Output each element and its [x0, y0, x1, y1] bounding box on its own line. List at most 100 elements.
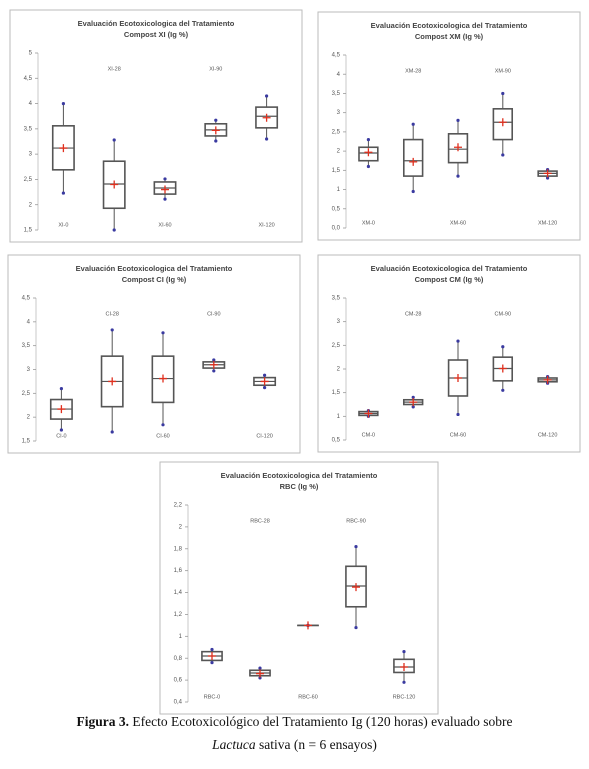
- caption-line: Figura 3. Efecto Ecotoxicológico del Tra…: [0, 714, 589, 730]
- mean-marker: [208, 652, 216, 661]
- y-tick-label: 3: [29, 152, 33, 158]
- mean-marker: [352, 583, 360, 592]
- y-tick-label: 1: [337, 187, 341, 193]
- mean-marker: [262, 113, 271, 122]
- mean-marker: [498, 118, 507, 127]
- mean-marker: [110, 180, 119, 189]
- whisker-end: [258, 666, 262, 670]
- mean-marker: [364, 409, 373, 418]
- category-label: RBC-60: [298, 694, 318, 700]
- whisker-end: [366, 164, 370, 169]
- chart-subtitle: Compost XI (Ig %): [124, 30, 189, 39]
- y-tick-label: 2,5: [22, 391, 31, 397]
- y-tick-label: 2,5: [24, 177, 33, 183]
- category-label: CM-60: [450, 432, 467, 438]
- y-tick-label: 4: [27, 319, 31, 325]
- chart-panel: [159, 461, 439, 715]
- category-label: CI-120: [256, 433, 273, 439]
- category-label: CI-60: [156, 433, 169, 439]
- y-tick-label: 2: [337, 149, 341, 155]
- category-label: CM-90: [495, 311, 512, 317]
- mean-marker: [304, 621, 312, 630]
- mean-marker: [409, 157, 418, 166]
- y-tick-label: 1: [179, 634, 183, 640]
- mean-marker: [211, 126, 220, 135]
- mean-marker: [543, 169, 552, 178]
- y-tick-label: 3,5: [332, 296, 341, 302]
- whisker-end: [258, 676, 262, 680]
- category-label: CM-120: [538, 432, 558, 438]
- y-tick-label: 1: [337, 414, 341, 420]
- y-tick-label: 3: [27, 367, 31, 373]
- y-tick-label: 1,6: [174, 568, 183, 574]
- category-label: XM-120: [538, 220, 557, 226]
- y-tick-label: 3,5: [24, 126, 33, 132]
- whisker-end: [59, 428, 64, 432]
- y-tick-label: 4,5: [332, 53, 341, 59]
- mean-marker: [543, 375, 552, 384]
- y-tick-label: 0,5: [332, 206, 341, 212]
- y-tick-label: 2: [27, 415, 31, 421]
- whisker-end: [163, 177, 167, 181]
- caption-line: Lactuca sativa (n = 6 ensayos): [0, 737, 589, 753]
- category-label: XI-60: [158, 222, 171, 228]
- category-label: RBC-28: [250, 518, 270, 524]
- category-label: XI-90: [209, 66, 222, 72]
- whisker-end: [456, 174, 460, 178]
- whisker-end: [354, 544, 358, 549]
- category-label: XM-0: [362, 220, 375, 226]
- mean-marker: [409, 398, 418, 407]
- y-tick-label: 3: [337, 319, 341, 325]
- whisker-end: [411, 122, 415, 126]
- category-label: XI-0: [58, 222, 68, 228]
- category-label: RBC-120: [393, 694, 416, 700]
- y-tick-label: 1,5: [332, 390, 341, 396]
- mean-marker: [498, 364, 507, 373]
- y-tick-label: 2,2: [174, 503, 183, 509]
- y-tick-label: 3,5: [332, 91, 341, 97]
- chart-title: Evaluación Ecotoxicologica del Tratamien…: [221, 471, 378, 480]
- chart-subtitle: Compost CI (Ig %): [122, 275, 187, 284]
- y-tick-label: 4: [337, 72, 341, 78]
- mean-marker: [400, 662, 408, 671]
- whisker-end: [161, 331, 165, 335]
- mean-marker: [260, 377, 269, 386]
- y-tick-label: 4,5: [24, 76, 33, 82]
- y-tick-label: 5: [29, 51, 33, 57]
- whisker-end: [402, 680, 406, 684]
- whisker-end: [210, 647, 214, 652]
- y-tick-label: 2,5: [332, 343, 341, 349]
- mean-marker: [108, 377, 117, 386]
- y-tick-label: 0,4: [174, 700, 183, 706]
- category-label: CI-90: [207, 311, 220, 317]
- caption-text: Efecto Ecotoxicológico del Tratamiento I…: [132, 714, 513, 729]
- category-label: CM-28: [405, 311, 422, 317]
- whisker-end: [354, 625, 358, 630]
- category-label: CI-28: [105, 311, 118, 317]
- chart-subtitle: Compost CM (Ig %): [415, 275, 484, 284]
- whisker-end: [214, 118, 218, 122]
- whisker-end: [161, 423, 165, 427]
- y-tick-label: 1,4: [174, 590, 183, 596]
- y-tick-label: 1,2: [174, 612, 183, 618]
- category-label: XM-90: [495, 68, 511, 74]
- chart-title: Evaluación Ecotoxicologica del Tratamien…: [76, 264, 233, 273]
- whisker-end: [263, 373, 267, 377]
- whisker-end: [265, 94, 269, 98]
- category-label: XM-28: [405, 68, 421, 74]
- category-label: XI-28: [108, 66, 121, 72]
- box: [402, 138, 424, 177]
- whisker-end: [212, 369, 216, 373]
- whisker-end: [265, 137, 269, 141]
- y-tick-label: 4: [29, 101, 33, 107]
- whisker-end: [163, 197, 167, 201]
- whisker-end: [210, 661, 214, 665]
- mean-marker: [364, 148, 373, 157]
- whisker-end: [456, 412, 460, 417]
- mean-marker: [454, 373, 462, 382]
- whisker-end: [411, 405, 415, 409]
- y-tick-label: 1,5: [332, 168, 341, 174]
- mean-marker: [161, 185, 169, 194]
- category-label: CM-0: [362, 432, 375, 438]
